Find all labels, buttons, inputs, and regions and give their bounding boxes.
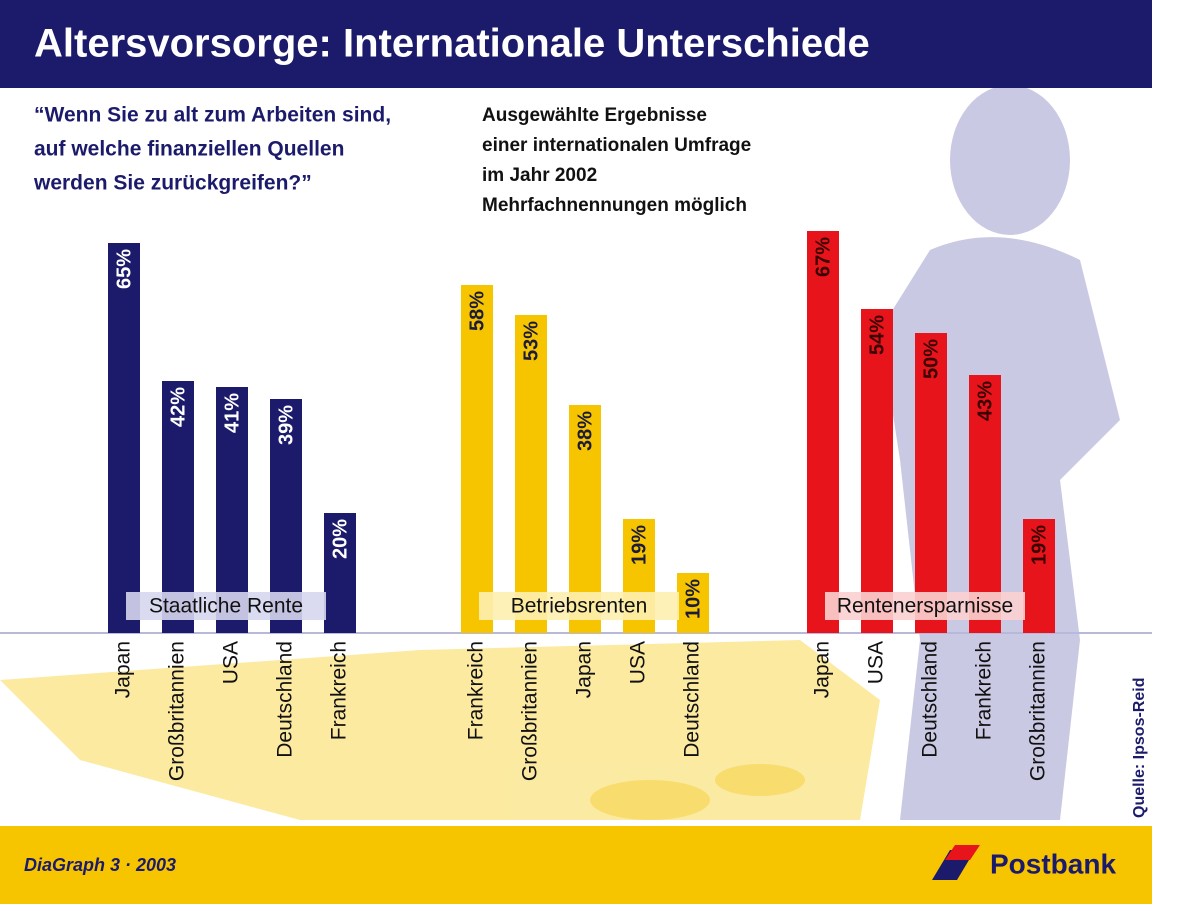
bar bbox=[677, 573, 709, 633]
category-label: Japan bbox=[112, 641, 135, 698]
value-label: 19% bbox=[1028, 525, 1050, 565]
value-label: 38% bbox=[574, 411, 596, 451]
footer-text: DiaGraph 3 · 2003 bbox=[24, 855, 176, 875]
value-label: 50% bbox=[920, 339, 942, 379]
category-label: Frankreich bbox=[973, 641, 996, 740]
bar bbox=[324, 513, 356, 633]
note-line: im Jahr 2002 bbox=[482, 165, 597, 186]
value-label: 20% bbox=[329, 519, 351, 559]
category-label: Japan bbox=[811, 641, 834, 698]
value-label: 58% bbox=[466, 291, 488, 331]
group-label: Staatliche Rente bbox=[149, 595, 303, 618]
value-label: 39% bbox=[275, 405, 297, 445]
category-label: Deutschland bbox=[681, 641, 704, 758]
bar bbox=[969, 375, 1001, 633]
bar bbox=[108, 243, 140, 633]
bar bbox=[461, 285, 493, 633]
value-label: 42% bbox=[167, 387, 189, 427]
category-label: Großbritannien bbox=[519, 641, 542, 781]
note-line: Ausgewählte Ergebnisse bbox=[482, 105, 707, 126]
value-label: 41% bbox=[221, 393, 243, 433]
bar bbox=[1023, 519, 1055, 633]
bar bbox=[915, 333, 947, 633]
question-line: werden Sie zurückgreifen?” bbox=[33, 172, 312, 195]
category-label: USA bbox=[627, 641, 650, 684]
value-label: 19% bbox=[628, 525, 650, 565]
category-label: USA bbox=[220, 641, 243, 684]
note-line: einer internationalen Umfrage bbox=[482, 135, 751, 156]
category-label: USA bbox=[865, 641, 888, 684]
brand-logo bbox=[932, 845, 980, 880]
question-line: “Wenn Sie zu alt zum Arbeiten sind, bbox=[34, 104, 391, 127]
value-label: 65% bbox=[113, 249, 135, 289]
bar bbox=[861, 309, 893, 633]
group-label-bg bbox=[479, 592, 679, 620]
bar bbox=[162, 381, 194, 633]
note-line: Mehrfachnennungen möglich bbox=[482, 195, 747, 216]
bar bbox=[807, 231, 839, 633]
category-label: Deutschland bbox=[919, 641, 942, 758]
bar bbox=[515, 315, 547, 633]
title-bar bbox=[0, 0, 1152, 88]
category-label: Deutschland bbox=[274, 641, 297, 758]
value-label: 43% bbox=[974, 381, 996, 421]
group-label-bg bbox=[126, 592, 326, 620]
chart-title: Altersvorsorge: Internationale Unterschi… bbox=[34, 22, 870, 66]
source: Quelle: Ipsos-Reid bbox=[1131, 678, 1148, 818]
brand: Postbank bbox=[990, 848, 1116, 879]
category-label: Frankreich bbox=[328, 641, 351, 740]
group-label-bg bbox=[825, 592, 1025, 620]
value-label: 53% bbox=[520, 321, 542, 361]
group-label: Rentenersparnisse bbox=[837, 595, 1013, 618]
category-label: Großbritannien bbox=[166, 641, 189, 781]
question-line: auf welche finanziellen Quellen bbox=[34, 138, 344, 161]
group-label: Betriebsrenten bbox=[511, 595, 648, 618]
value-label: 54% bbox=[866, 315, 888, 355]
category-label: Frankreich bbox=[465, 641, 488, 740]
value-label: 67% bbox=[812, 237, 834, 277]
category-label: Japan bbox=[573, 641, 596, 698]
decor-ground bbox=[0, 640, 880, 820]
value-label: 10% bbox=[682, 579, 704, 619]
category-label: Großbritannien bbox=[1027, 641, 1050, 781]
